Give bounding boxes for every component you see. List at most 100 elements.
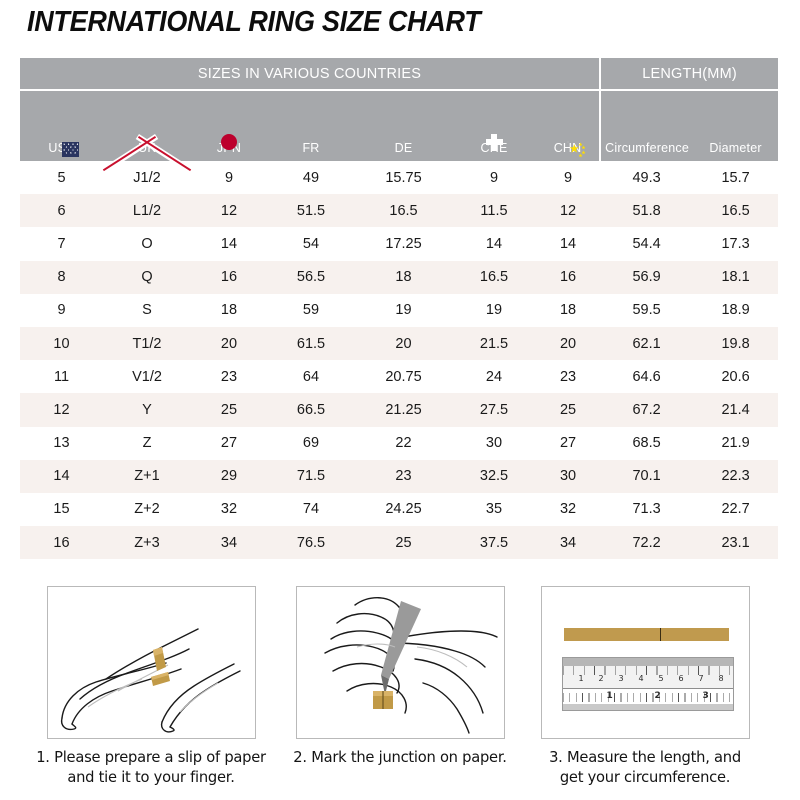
column-label-de: DE: [394, 141, 413, 155]
table-cell: 61.5: [267, 326, 355, 361]
table-cell: 22.3: [693, 459, 779, 493]
column-header-de: DE: [355, 90, 452, 161]
table-cell: 17.3: [693, 227, 779, 261]
group-header-length: LENGTH(MM): [600, 58, 779, 91]
table-row: 15 Z+2 32 74 24.25 35 32 71.3 22.7: [20, 492, 779, 527]
table-cell: Z+2: [103, 492, 191, 527]
table-cell: 64: [267, 360, 355, 394]
ruler-cm-label: 8: [718, 674, 724, 683]
table-cell: 18: [355, 260, 452, 294]
table-cell: 56.9: [600, 260, 694, 294]
table-cell: 76.5: [267, 526, 355, 560]
table-cell: 72.2: [600, 526, 694, 560]
table-cell: 19: [452, 293, 536, 327]
table-cell: 37.5: [452, 526, 536, 560]
table-row: 13 Z 27 69 22 30 27 68.5 21.9: [20, 426, 779, 460]
table-cell: 64.6: [600, 360, 694, 394]
ruler-cm-label: 5: [658, 674, 664, 683]
table-cell: 20: [355, 326, 452, 361]
table-cell: S: [103, 293, 191, 327]
pen-icon: [380, 601, 421, 695]
table-cell: 23: [191, 360, 267, 394]
paper-strip-gold: [150, 647, 170, 686]
table-cell: Q: [103, 260, 191, 294]
table-cell: 25: [191, 393, 267, 427]
table-cell: 7: [20, 227, 103, 261]
table-cell: 16: [191, 260, 267, 294]
table-group-header-row: SIZES IN VARIOUS COUNTRIES LENGTH(MM): [20, 58, 779, 91]
table-cell: 54.4: [600, 227, 694, 261]
step-2-illustration: [295, 586, 505, 739]
ruler-inch-ticks: [562, 693, 733, 702]
ruler-inch-label: 1: [606, 691, 613, 701]
ruler-cm-label: 7: [698, 674, 704, 683]
column-header-chn: ★★★★★ CHN: [536, 90, 602, 161]
table-column-header-row: USA UK JPN FR: [20, 90, 779, 173]
ruler-inch-label: 2: [654, 691, 661, 701]
table-cell: 14: [191, 227, 267, 261]
table-cell: 51.5: [267, 194, 355, 228]
table-row: 5 J1/2 9 49 15.75 9 9 49.3 15.7: [20, 161, 779, 195]
table-cell: 70.1: [600, 459, 694, 493]
table-cell: Z+3: [103, 526, 191, 560]
table-cell: 12: [536, 194, 601, 228]
instruction-step-3: 1 2 3 4 5 6 7 8 1 2 3 3. Measure the len…: [521, 586, 769, 788]
column-label-diameter: Diameter: [709, 141, 762, 155]
page-title: INTERNATIONAL RING SIZE CHART: [27, 6, 481, 38]
table-cell: 32: [191, 492, 267, 527]
step-3-illustration: 1 2 3 4 5 6 7 8 1 2 3: [540, 586, 750, 739]
table-cell: 29: [191, 459, 267, 493]
step-2-caption: 2. Mark the junction on paper.: [276, 748, 524, 768]
table-cell: 18.1: [693, 260, 779, 294]
table-cell: 18: [191, 293, 267, 327]
table-cell: 19.8: [693, 326, 779, 361]
table-cell: 21.9: [693, 426, 779, 460]
table-row: 7 O 14 54 17.25 14 14 54.4 17.3: [20, 227, 779, 261]
instructions-section: 1. Please prepare a slip of paper and ti…: [0, 586, 800, 800]
table-cell: 18: [536, 293, 601, 327]
table-row: 16 Z+3 34 76.5 25 37.5 34 72.2 23.1: [20, 526, 779, 560]
table-cell: 66.5: [267, 393, 355, 427]
table-row: 11 V1/2 23 64 20.75 24 23 64.6 20.6: [20, 360, 779, 394]
ruler-cm-label: 3: [618, 674, 624, 683]
table-cell: 49: [267, 161, 355, 195]
table-cell: 20.75: [355, 360, 452, 394]
table-cell: 11: [20, 360, 103, 394]
table-cell: 14: [20, 459, 103, 493]
table-cell: 16.5: [452, 260, 536, 294]
table-cell: 9: [20, 293, 103, 327]
ruler-cm-label: 4: [638, 674, 644, 683]
table-cell: 23: [355, 459, 452, 493]
table-cell: 22: [355, 426, 452, 460]
column-header-circumference: Circumference: [600, 90, 694, 161]
step-3-caption: 3. Measure the length, and get your circ…: [521, 748, 769, 788]
step-1-caption-line2: and tie it to your finger.: [67, 769, 235, 786]
column-header-fr: FR: [267, 90, 355, 161]
table-cell: 16.5: [355, 194, 452, 228]
table-row: 10 T1/2 20 61.5 20 21.5 20 62.1 19.8: [20, 326, 779, 361]
table-cell: 20: [191, 326, 267, 361]
ring-size-table-container: SIZES IN VARIOUS COUNTRIES LENGTH(MM) US…: [20, 58, 779, 560]
table-cell: 27: [191, 426, 267, 460]
column-header-jpn: JPN: [191, 90, 267, 161]
table-cell: 17.25: [355, 227, 452, 261]
column-header-diameter: Diameter: [693, 90, 779, 161]
step-1-caption-line1: 1. Please prepare a slip of paper: [36, 749, 266, 766]
ruler-cm-label: 2: [598, 674, 604, 683]
step-3-caption-line1: 3. Measure the length, and: [549, 749, 741, 766]
step-1-caption: 1. Please prepare a slip of paper and ti…: [27, 748, 275, 788]
table-cell: 62.1: [600, 326, 694, 361]
table-cell: Z+1: [103, 459, 191, 493]
table-cell: 24: [452, 360, 536, 394]
table-cell: 30: [536, 459, 601, 493]
table-cell: 20: [536, 326, 601, 361]
table-cell: 8: [20, 260, 103, 294]
step-1-illustration: [46, 586, 256, 739]
column-label-chn: CHN: [553, 141, 582, 155]
table-cell: 21.4: [693, 393, 779, 427]
step-2-caption-line1: 2. Mark the junction on paper.: [293, 749, 507, 766]
table-cell: 25: [355, 526, 452, 560]
table-cell: 71.5: [267, 459, 355, 493]
table-cell: 34: [191, 526, 267, 560]
table-cell: 13: [20, 426, 103, 460]
